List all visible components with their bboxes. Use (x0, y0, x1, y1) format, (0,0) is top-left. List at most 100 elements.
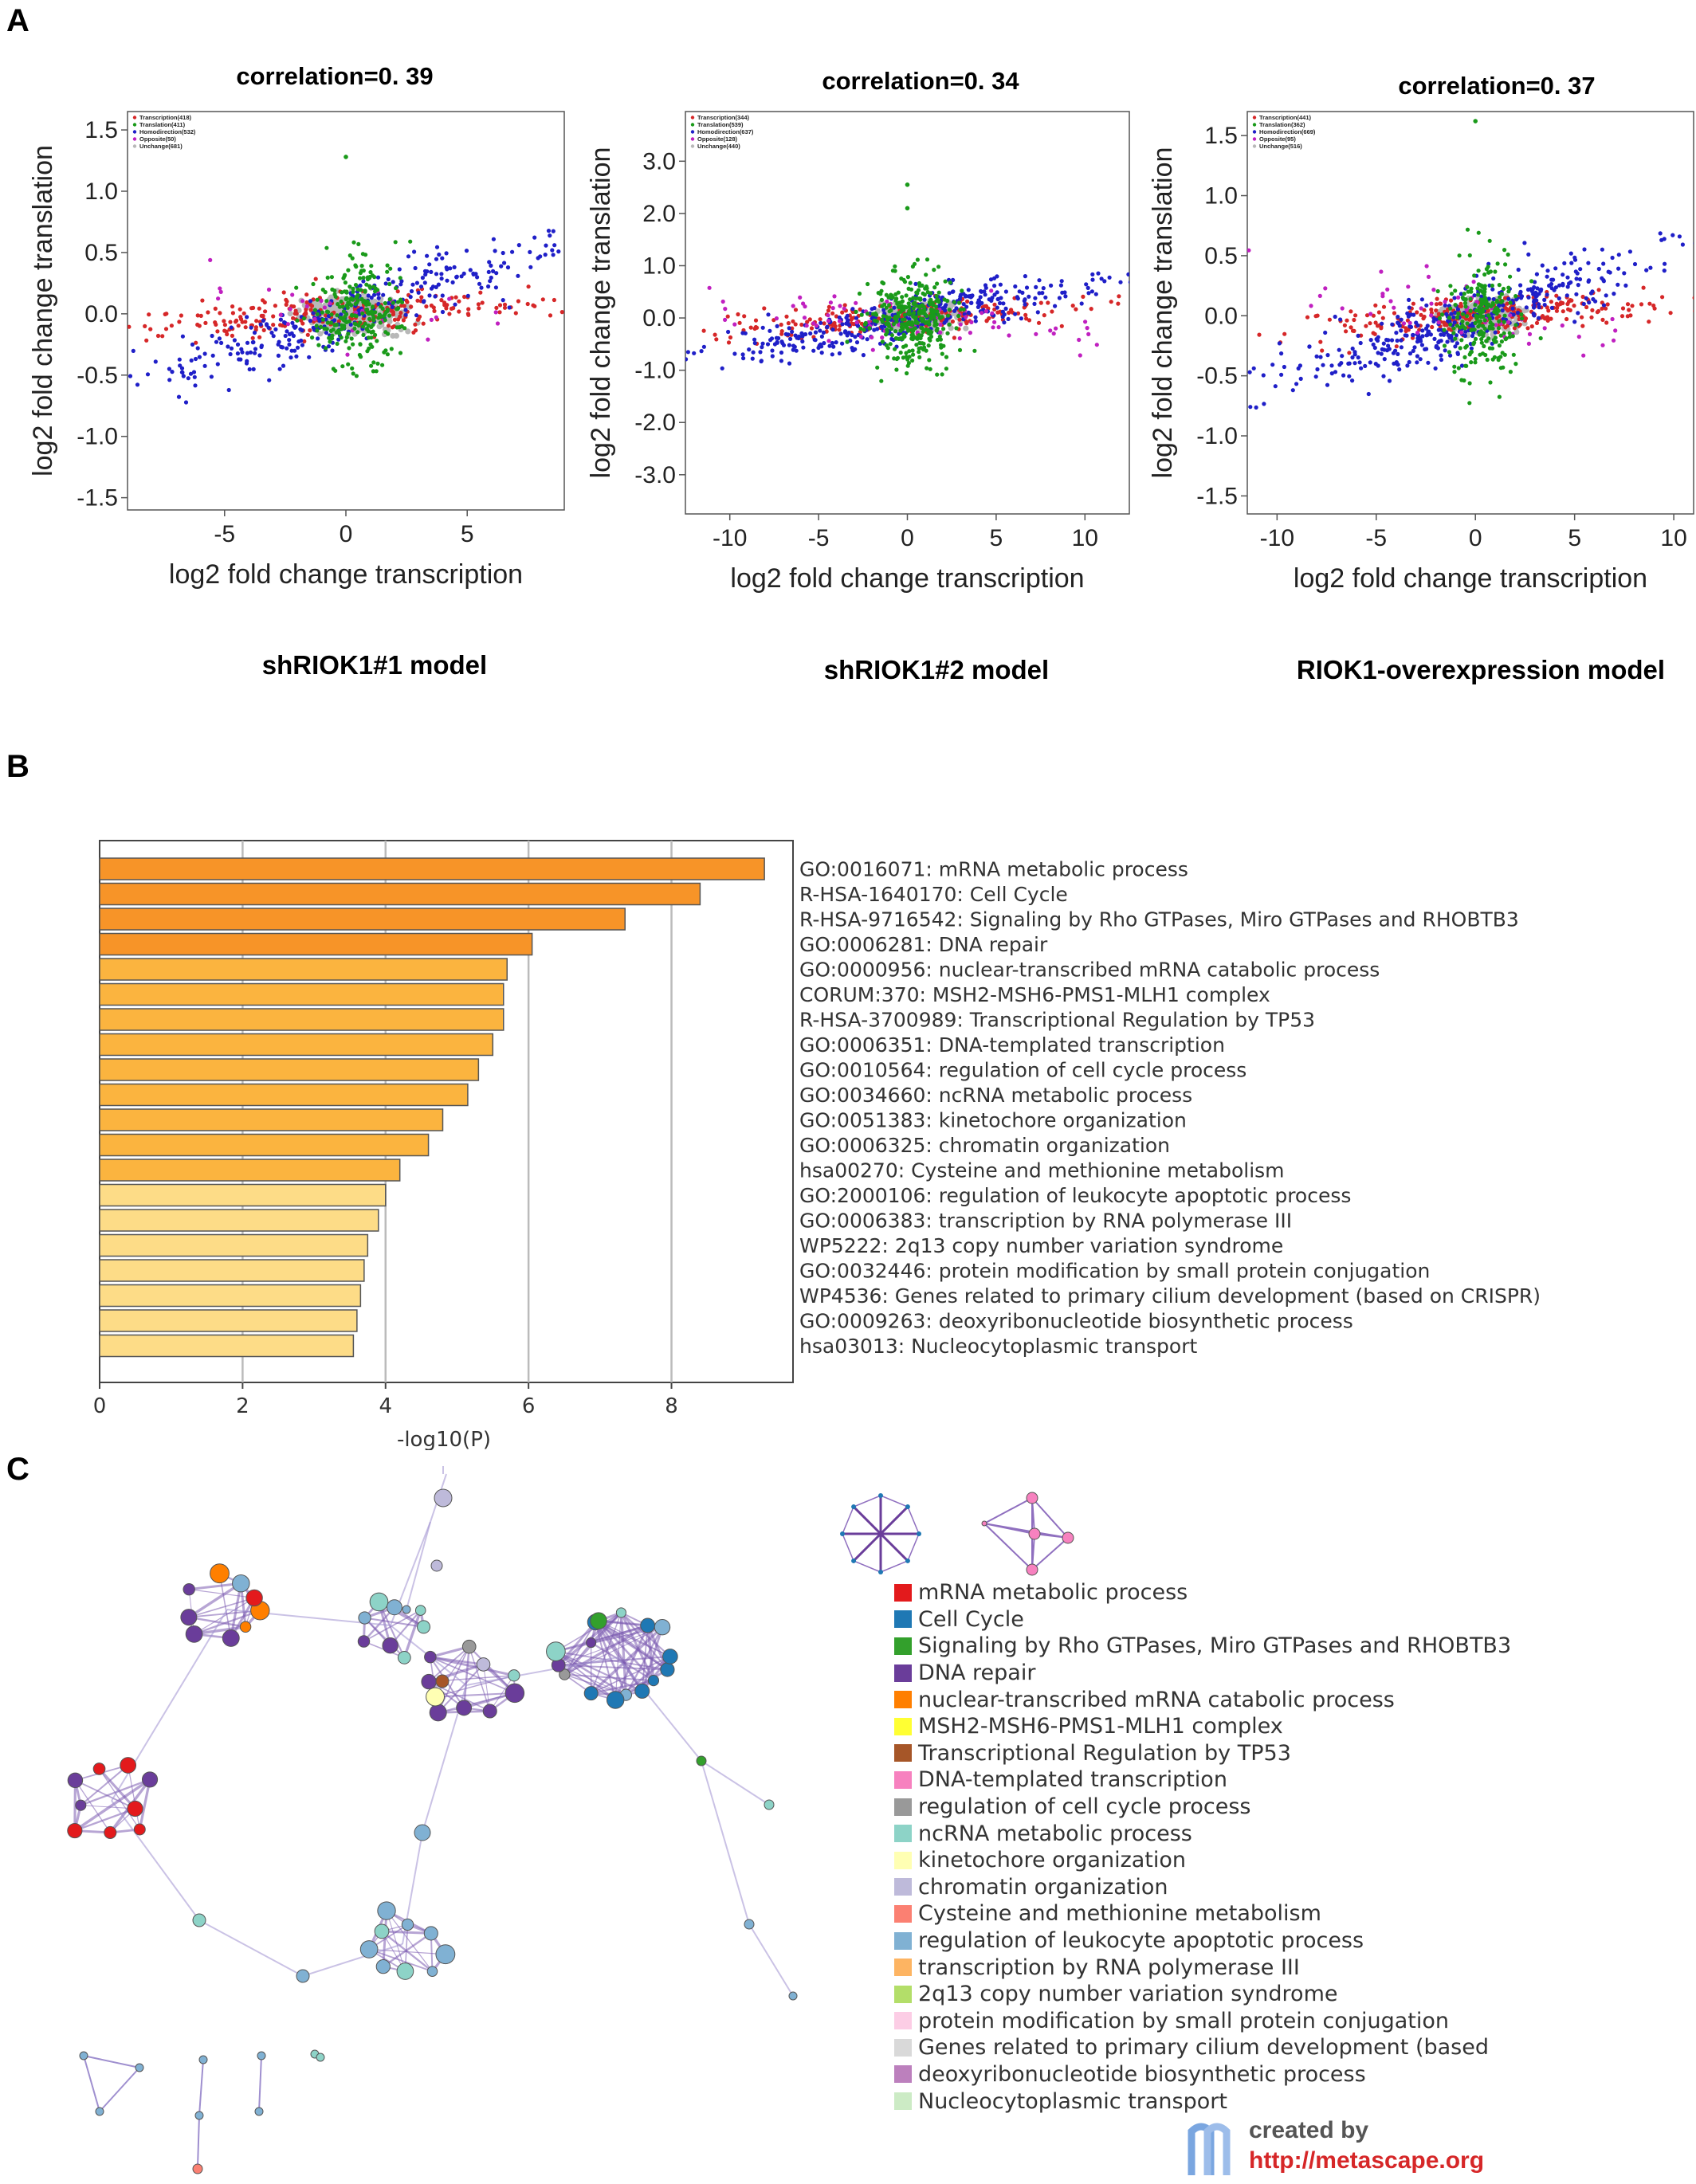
data-point (1439, 357, 1444, 363)
network-node (198, 2055, 208, 2064)
data-point (924, 348, 928, 353)
data-point (760, 341, 765, 346)
data-point (328, 301, 332, 306)
data-point (143, 323, 147, 328)
data-point (335, 313, 340, 318)
data-point (850, 332, 854, 338)
data-point (736, 312, 740, 317)
data-point (845, 339, 850, 344)
data-point (361, 332, 366, 337)
data-point (206, 310, 210, 315)
network-node (183, 1582, 195, 1596)
data-point (1257, 332, 1262, 337)
data-point (1605, 302, 1610, 307)
data-point (342, 289, 347, 294)
data-point (1435, 296, 1439, 301)
data-point (1033, 296, 1038, 300)
data-point (540, 297, 545, 302)
x-axis-label: -log10(P) (397, 1428, 491, 1450)
data-point (399, 279, 404, 284)
data-point (825, 324, 830, 329)
data-point (1376, 351, 1380, 355)
data-point (1023, 274, 1027, 279)
data-point (390, 304, 395, 309)
network-node (104, 1825, 117, 1839)
network-edge (83, 2055, 140, 2068)
data-point (299, 318, 304, 323)
data-point (1436, 327, 1441, 332)
data-point (1449, 335, 1454, 339)
data-point (1463, 345, 1468, 350)
data-point (1406, 284, 1411, 289)
data-point (266, 325, 271, 330)
data-point (1660, 295, 1665, 300)
network-edge (853, 1560, 881, 1573)
data-point (403, 308, 408, 312)
data-point (1418, 357, 1423, 362)
data-point (961, 307, 966, 312)
data-point (1549, 300, 1553, 304)
data-point (947, 322, 952, 327)
data-point (783, 331, 788, 336)
data-point (410, 282, 415, 287)
data-point (1487, 238, 1492, 243)
data-point (392, 317, 397, 322)
data-point (880, 339, 885, 344)
data-point (453, 302, 457, 307)
network-node (417, 1620, 431, 1634)
data-point (308, 299, 313, 304)
data-point (907, 349, 912, 354)
data-point (899, 305, 904, 311)
bar (99, 1309, 358, 1332)
data-point (434, 315, 439, 320)
network-node (423, 1926, 438, 1941)
data-point (888, 342, 893, 347)
data-point (383, 300, 387, 306)
data-point (308, 319, 312, 323)
data-point (1305, 315, 1310, 320)
data-point (222, 319, 226, 323)
legend-item: Signaling by Rho GTPases, Miro GTPases a… (894, 1633, 1511, 1660)
data-point (905, 182, 910, 187)
data-point (1525, 287, 1531, 292)
data-point (996, 325, 1001, 330)
data-point (219, 340, 224, 345)
data-point (316, 336, 320, 341)
data-point (450, 280, 455, 284)
data-point (1490, 283, 1494, 288)
credit-line-2[interactable]: http://metascape.org (1249, 2147, 1485, 2174)
data-point (1043, 295, 1048, 300)
data-point (1519, 312, 1524, 317)
data-point (1455, 307, 1460, 312)
data-point (925, 314, 929, 319)
data-point (298, 327, 303, 331)
bar (99, 882, 701, 906)
data-point (1610, 255, 1615, 261)
data-point (300, 321, 305, 326)
data-point (345, 352, 350, 357)
network-edge (188, 1616, 246, 1629)
data-point (1601, 261, 1606, 266)
network-edge (80, 1778, 151, 1806)
data-point (1412, 345, 1417, 350)
data-point (502, 302, 508, 307)
data-point (1462, 378, 1466, 383)
data-point (439, 272, 444, 276)
data-point (692, 351, 697, 355)
network-node (133, 1823, 146, 1836)
data-point (1015, 296, 1020, 301)
data-point (1041, 286, 1046, 291)
data-point (905, 371, 909, 376)
data-point (397, 325, 402, 330)
data-point (1482, 272, 1487, 277)
enrichment-network (67, 1466, 798, 2174)
data-point (1447, 350, 1451, 355)
data-point (1512, 326, 1517, 331)
network-edge (128, 1765, 140, 1830)
data-point (1415, 310, 1419, 315)
data-point (1279, 351, 1284, 356)
data-point (991, 276, 997, 280)
data-point (1479, 340, 1484, 345)
data-point (229, 346, 234, 351)
data-point (1422, 308, 1427, 312)
